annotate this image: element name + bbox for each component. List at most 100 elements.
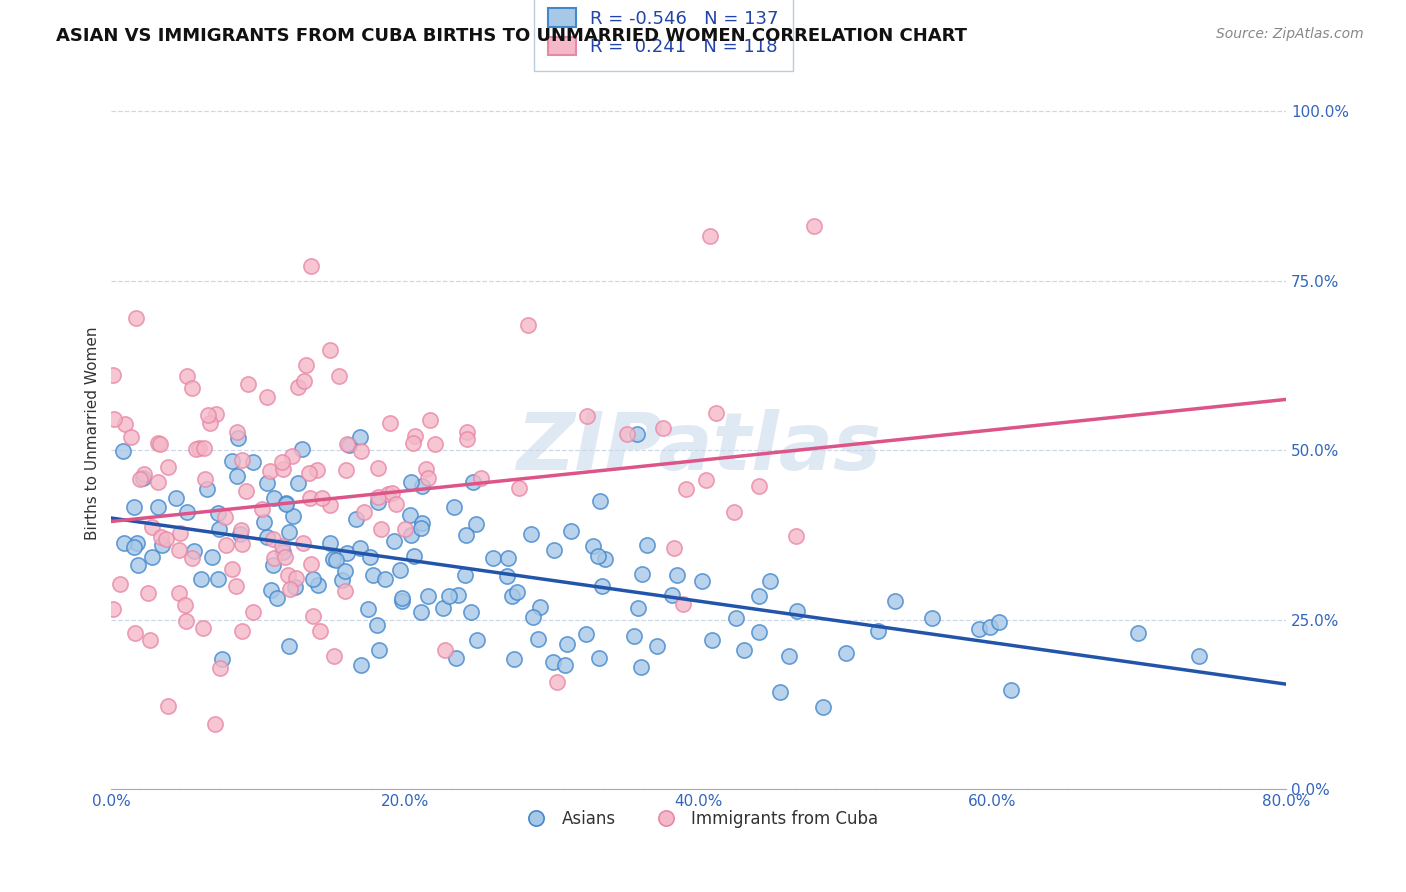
Point [454, 528, 477, 542]
Point [418, 471, 440, 485]
Point [325, 553, 347, 567]
Point [367, 461, 389, 475]
Point [884, 594, 907, 608]
Point [256, 390, 278, 404]
Point [353, 505, 375, 519]
Point [723, 505, 745, 519]
Point [271, 539, 294, 553]
Point [725, 611, 748, 625]
Point [281, 449, 304, 463]
Point [193, 442, 215, 456]
Point [704, 406, 727, 420]
Point [209, 661, 232, 675]
Point [169, 525, 191, 540]
Point [541, 655, 564, 669]
Point [132, 471, 155, 485]
Point [200, 416, 222, 430]
Point [146, 500, 169, 515]
Point [156, 698, 179, 713]
Point [672, 597, 695, 611]
Point [278, 525, 301, 540]
Point [409, 521, 432, 535]
Point [626, 427, 648, 442]
Point [319, 343, 342, 358]
Point [506, 585, 529, 599]
Point [299, 259, 322, 273]
Point [136, 586, 159, 600]
Point [529, 599, 551, 614]
Point [391, 591, 413, 605]
Point [112, 443, 135, 458]
Point [368, 643, 391, 657]
Point [328, 369, 350, 384]
Text: Source: ZipAtlas.com: Source: ZipAtlas.com [1216, 27, 1364, 41]
Point [256, 475, 278, 490]
Point [271, 462, 294, 476]
Text: ZIPatlas: ZIPatlas [516, 409, 882, 486]
Point [274, 496, 297, 510]
Point [588, 651, 610, 665]
Point [120, 430, 142, 444]
Point [229, 526, 252, 541]
Point [786, 603, 808, 617]
Point [262, 532, 284, 546]
Point [423, 436, 446, 450]
Point [555, 638, 578, 652]
Point [378, 417, 401, 431]
Point [204, 717, 226, 731]
Point [391, 593, 413, 607]
Point [260, 582, 283, 597]
Point [967, 622, 990, 636]
Point [188, 441, 211, 455]
Point [748, 479, 770, 493]
Point [581, 539, 603, 553]
Point [266, 591, 288, 606]
Point [394, 522, 416, 536]
Point [139, 632, 162, 647]
Point [416, 589, 439, 603]
Point [401, 435, 423, 450]
Point [273, 544, 295, 558]
Point [274, 550, 297, 565]
Point [399, 528, 422, 542]
Point [129, 472, 152, 486]
Point [124, 626, 146, 640]
Point [456, 425, 478, 439]
Point [344, 512, 367, 526]
Point [501, 589, 523, 603]
Point [349, 430, 371, 444]
Point [409, 605, 432, 619]
Point [197, 409, 219, 423]
Point [256, 530, 278, 544]
Point [690, 574, 713, 588]
Point [411, 479, 433, 493]
Point [627, 600, 650, 615]
Point [207, 506, 229, 520]
Point [259, 464, 281, 478]
Point [382, 534, 405, 549]
Point [465, 517, 488, 532]
Point [588, 549, 610, 564]
Point [520, 526, 543, 541]
Point [301, 609, 323, 624]
Point [554, 658, 576, 673]
Point [285, 571, 308, 585]
Point [262, 558, 284, 572]
Point [411, 516, 433, 530]
Text: ASIAN VS IMMIGRANTS FROM CUBA BIRTHS TO UNMARRIED WOMEN CORRELATION CHART: ASIAN VS IMMIGRANTS FROM CUBA BIRTHS TO … [56, 27, 967, 45]
Point [335, 583, 357, 598]
Point [591, 579, 613, 593]
Point [1000, 682, 1022, 697]
Point [125, 535, 148, 549]
Point [921, 611, 943, 625]
Point [221, 454, 243, 468]
Point [149, 436, 172, 450]
Point [127, 558, 149, 573]
Point [575, 626, 598, 640]
Point [388, 563, 411, 577]
Point [496, 551, 519, 566]
Point [495, 569, 517, 583]
Point [366, 618, 388, 632]
Point [181, 381, 204, 395]
Point [768, 685, 790, 699]
